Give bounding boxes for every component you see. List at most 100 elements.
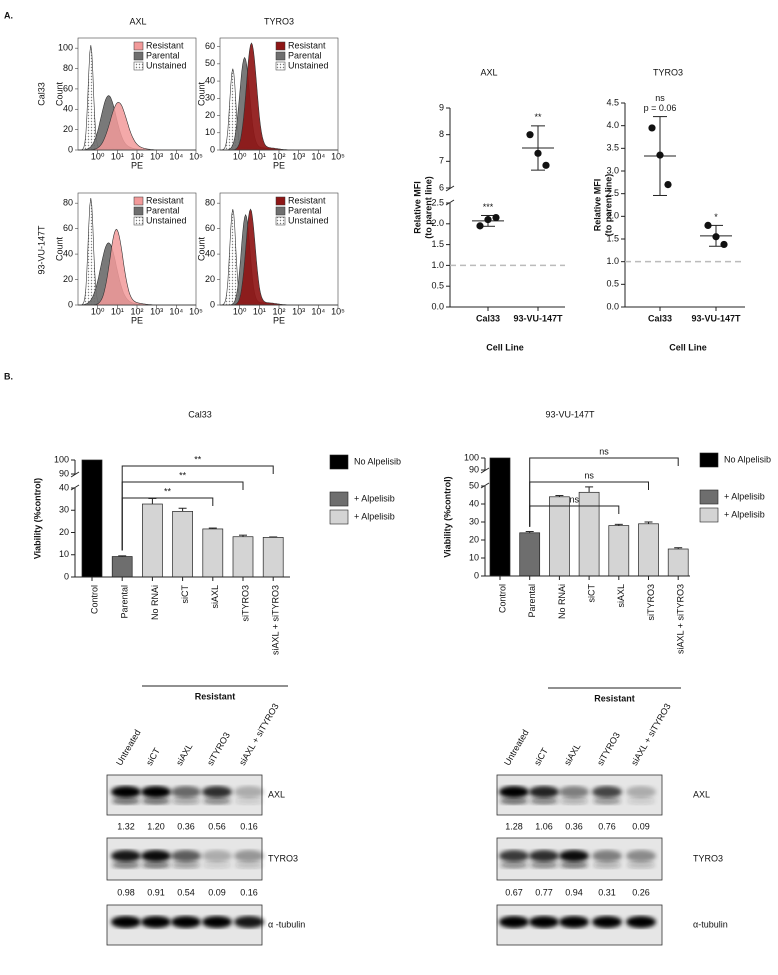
- x-tick-label: 10⁴: [169, 151, 183, 161]
- bar: [489, 457, 511, 577]
- y-tick-label: 40: [205, 248, 215, 258]
- y-tick-label: 20: [205, 110, 215, 120]
- bar: [232, 536, 254, 578]
- x-tick-label: 10⁴: [311, 306, 325, 316]
- y-axis-label: (to parent line): [603, 174, 613, 237]
- quantification: 0.09: [632, 821, 650, 831]
- annotation: **: [534, 112, 542, 122]
- x-tick-label: 10²: [272, 306, 285, 316]
- legend-swatch: [329, 454, 349, 470]
- y-axis-label: Count: [54, 82, 64, 107]
- protein-label: AXL: [693, 789, 710, 799]
- x-tick-label: siCT: [180, 585, 190, 604]
- bar: [262, 537, 284, 578]
- y-tick-label: 8: [439, 129, 444, 139]
- lane-label: siAXL + siTYRO3: [629, 702, 673, 768]
- y-tick-label: 0.0: [606, 301, 619, 311]
- quantification: 0.67: [505, 887, 523, 897]
- y-axis-label: (to parent line): [423, 176, 433, 239]
- legend-swatch: [133, 206, 144, 216]
- y-tick-label: 0: [68, 144, 73, 154]
- x-axis-label: PE: [273, 315, 285, 325]
- significance-bracket: [529, 505, 620, 527]
- blot-band: [172, 797, 200, 805]
- quantification: 1.06: [535, 821, 553, 831]
- y-tick-label: 80: [63, 63, 73, 73]
- x-tick-label: Parental: [120, 585, 130, 619]
- x-tick-label: 10¹: [111, 306, 124, 316]
- significance-bracket: [529, 457, 679, 527]
- x-tick-label: 10⁰: [91, 151, 105, 161]
- row-title: 93-VU-147T: [36, 225, 46, 275]
- y-tick-label: 40: [59, 482, 69, 492]
- legend-swatch: [133, 41, 144, 51]
- blot-band: [529, 850, 559, 862]
- quantification: 0.56: [208, 821, 226, 831]
- y-tick-label: 10: [205, 127, 215, 137]
- x-tick-label: 93-VU-147T: [513, 313, 563, 323]
- blot-band: [202, 786, 232, 798]
- legend-label: Parental: [146, 205, 180, 215]
- y-tick-label: 50: [469, 480, 479, 490]
- blot-band: [202, 850, 232, 862]
- blot-band: [171, 850, 201, 862]
- legend-label: + Alpelisib: [354, 493, 395, 503]
- y-tick-label: 30: [59, 505, 69, 515]
- blot-band: [141, 786, 171, 798]
- significance-label: **: [179, 470, 187, 480]
- y-tick-label: 3.0: [606, 165, 619, 175]
- data-point: [484, 216, 492, 224]
- blot-band: [499, 916, 529, 928]
- blot-band: [111, 850, 141, 862]
- quantification: 0.76: [598, 821, 616, 831]
- lane-label: siAXL: [562, 742, 582, 767]
- blot-band: [111, 916, 141, 928]
- data-point: [720, 240, 728, 249]
- significance-bracket: [121, 497, 214, 551]
- annotation: ***: [483, 202, 494, 212]
- blot-band: [560, 861, 588, 869]
- quantification: 0.09: [208, 887, 226, 897]
- significance-label: ns: [569, 494, 579, 504]
- blot-band: [172, 861, 200, 869]
- bar: [667, 548, 689, 577]
- y-tick-label: 0: [474, 570, 479, 580]
- blot-band: [234, 850, 264, 862]
- x-tick-label: Parental: [527, 584, 537, 618]
- legend-swatch: [275, 61, 286, 71]
- blot-band: [202, 916, 232, 928]
- bar: [549, 496, 570, 577]
- legend-label: + Alpelisib: [724, 509, 765, 519]
- bar: [202, 528, 224, 578]
- histogram-curve: [220, 214, 338, 306]
- data-point: [648, 124, 656, 132]
- legend-label: Resistant: [146, 40, 184, 50]
- protein-label: TYRO3: [268, 853, 298, 863]
- y-tick-label: 6: [439, 182, 444, 192]
- y-tick-label: 90: [469, 464, 479, 474]
- y-tick-label: 90: [59, 468, 69, 478]
- group-label: Resistant: [594, 693, 635, 703]
- x-tick-label: 93-VU-147T: [691, 313, 741, 323]
- legend-label: + Alpelisib: [354, 511, 395, 521]
- quantification: 0.16: [240, 821, 258, 831]
- y-tick-label: 10: [59, 549, 69, 559]
- legend-label: Resistant: [288, 195, 326, 205]
- blot-band: [203, 797, 231, 805]
- x-tick-label: siAXL + siTYRO3: [676, 584, 686, 654]
- annotation: ns: [655, 93, 665, 103]
- x-tick-label: 10³: [150, 151, 163, 161]
- y-tick-label: 50: [205, 58, 215, 68]
- blot-band: [203, 861, 231, 869]
- data-point: [712, 233, 720, 241]
- y-tick-label: 2.5: [606, 188, 619, 198]
- x-tick-label: No RNAi: [150, 585, 160, 620]
- chart-title: TYRO3: [653, 67, 683, 77]
- bar: [142, 503, 163, 578]
- y-tick-label: 9: [439, 102, 444, 112]
- legend-label: Parental: [146, 50, 180, 60]
- x-tick-label: 10⁰: [233, 151, 247, 161]
- histogram-curve: [78, 95, 196, 151]
- y-tick-label: 1.0: [431, 260, 444, 270]
- quantification: 0.36: [177, 821, 195, 831]
